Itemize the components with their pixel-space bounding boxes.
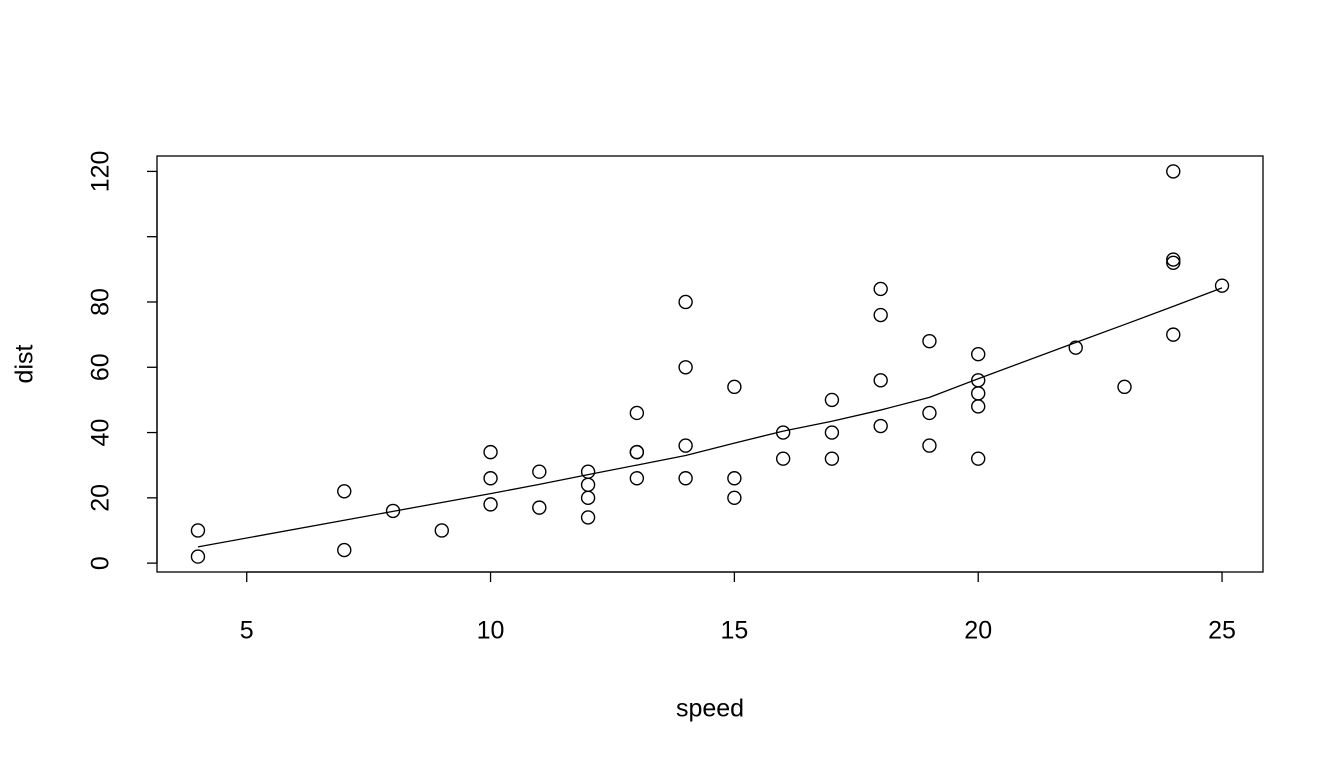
point <box>922 333 937 349</box>
x-tick-label: 15 <box>720 617 748 645</box>
point <box>483 444 498 460</box>
x-tick-label: 25 <box>1208 617 1236 645</box>
point <box>532 464 547 479</box>
point <box>824 425 840 440</box>
point <box>483 497 498 512</box>
y-tick-label: 40 <box>87 419 115 447</box>
x-axis-label: speed <box>676 695 744 723</box>
point <box>629 444 645 460</box>
point <box>1166 252 1181 267</box>
point <box>922 405 937 421</box>
point <box>1166 327 1181 342</box>
y-axis-label: dist <box>11 344 39 383</box>
smooth-line <box>197 287 1223 548</box>
point <box>580 490 596 506</box>
point <box>873 307 888 323</box>
point <box>873 373 888 388</box>
point <box>629 405 645 421</box>
point <box>580 477 596 492</box>
point <box>971 347 986 362</box>
point <box>873 418 888 434</box>
point <box>727 471 742 486</box>
point <box>727 379 742 395</box>
point <box>1117 379 1132 395</box>
x-tick-label: 5 <box>240 617 254 645</box>
point <box>385 503 401 519</box>
point <box>1166 255 1181 271</box>
point <box>580 464 596 479</box>
point <box>580 510 596 525</box>
point <box>922 438 937 453</box>
y-tick-label: 20 <box>87 484 115 512</box>
point <box>824 392 840 408</box>
point <box>678 360 693 375</box>
point <box>971 386 986 401</box>
y-tick-label: 60 <box>87 353 115 381</box>
point <box>824 451 840 466</box>
point <box>483 471 498 486</box>
point <box>971 373 986 388</box>
point <box>1068 340 1083 355</box>
point <box>190 549 206 564</box>
point <box>337 542 352 558</box>
point <box>775 451 791 466</box>
point <box>873 281 888 297</box>
y-tick-label: 0 <box>87 556 115 570</box>
x-tick-label: 20 <box>964 617 992 645</box>
point <box>434 523 449 538</box>
point <box>337 484 352 499</box>
point <box>629 471 645 486</box>
point <box>678 471 693 486</box>
point <box>1214 278 1230 293</box>
point <box>678 294 693 310</box>
point <box>532 500 547 515</box>
point <box>971 399 986 414</box>
y-tick-label: 80 <box>87 288 115 316</box>
point <box>1166 164 1181 179</box>
point <box>678 438 693 453</box>
plot-box <box>156 155 1264 573</box>
point <box>971 451 986 466</box>
y-tick-label: 120 <box>87 151 115 193</box>
x-tick-label: 10 <box>477 617 505 645</box>
point <box>727 490 742 506</box>
point <box>190 523 206 538</box>
